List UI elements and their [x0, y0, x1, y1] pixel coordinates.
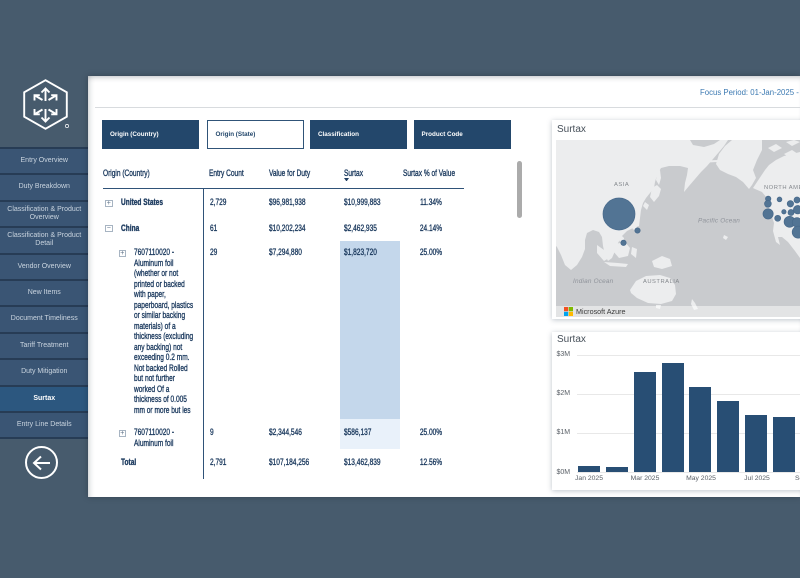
- svg-text:Indian Ocean: Indian Ocean: [573, 278, 614, 285]
- svg-text:Pacific Ocean: Pacific Ocean: [698, 218, 740, 225]
- svg-text:AUSTRALIA: AUSTRALIA: [643, 279, 680, 285]
- svg-text:ASIA: ASIA: [614, 182, 629, 188]
- svg-text:NORTH AMERICA: NORTH AMERICA: [764, 185, 800, 191]
